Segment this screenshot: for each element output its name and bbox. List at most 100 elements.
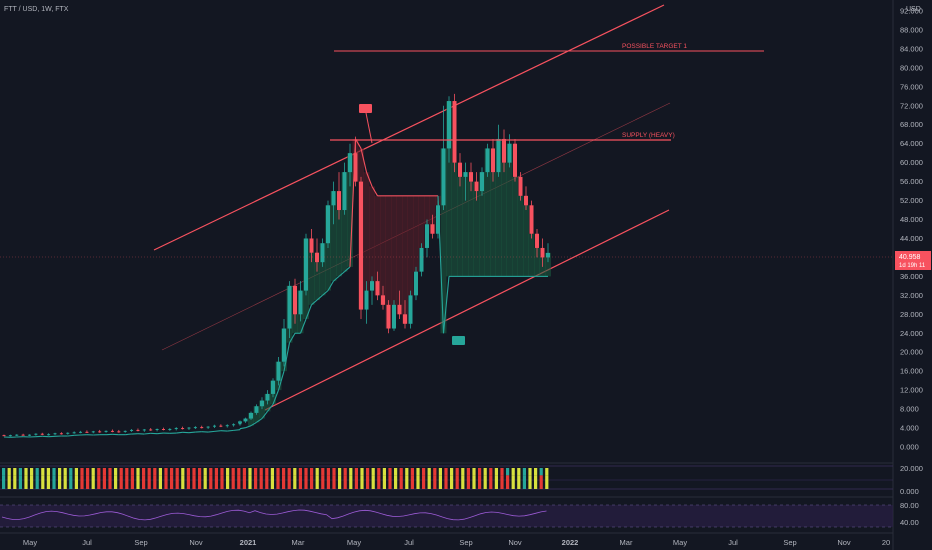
candle-body <box>359 181 363 310</box>
x-tick-label: Nov <box>189 538 203 547</box>
indicator-bar <box>80 475 84 489</box>
candle-body <box>212 425 216 427</box>
time-axis[interactable]: May Jul Sep Nov 2021 Mar May Jul Sep Nov 2022 Mar Ma… <box>23 538 890 547</box>
panel-separators <box>0 0 894 550</box>
x-tick-label: Nov <box>508 538 522 547</box>
indicator-bar <box>119 468 123 476</box>
indicator-bar <box>399 475 403 489</box>
candle-body <box>392 304 396 329</box>
candle-body <box>326 205 330 244</box>
indicator-bar <box>394 468 398 476</box>
candle-body <box>238 421 242 423</box>
candle-body <box>91 431 95 433</box>
candle-body <box>98 431 102 433</box>
trail-line-segment <box>176 431 183 434</box>
indicator-tick-top: 20.000 <box>900 464 923 473</box>
candle-body <box>480 172 484 192</box>
indicator-bar <box>119 475 123 489</box>
indicator-bar <box>461 475 465 489</box>
current-price-value: 40.958 <box>899 254 921 261</box>
trail-fill-segment <box>534 247 540 277</box>
candle-body <box>546 252 550 258</box>
indicator-bar <box>466 475 470 489</box>
indicator-bar <box>97 468 101 476</box>
indicator-bar <box>315 468 319 476</box>
trail-line-segment <box>338 271 345 277</box>
x-tick-label: Mar <box>620 538 633 547</box>
price-countdown: 1d 19h 11 <box>899 263 926 269</box>
candle-body <box>518 176 523 196</box>
candle-body <box>315 252 319 263</box>
rsi-tick-bottom: 40.00 <box>900 518 919 527</box>
indicator-bar <box>545 475 549 489</box>
indicator-bar <box>338 468 342 476</box>
indicator-bar <box>46 475 50 489</box>
trail-fill-segment <box>341 172 348 272</box>
candle-body <box>502 138 506 163</box>
indicator-bar <box>433 475 437 489</box>
candle-body <box>117 431 121 433</box>
channel-upper-line <box>153 4 665 251</box>
trail-fill-segment <box>418 195 425 248</box>
indicator-bar <box>326 468 330 476</box>
signal-markers <box>359 104 465 345</box>
y-tick-label: 0.000 <box>900 443 919 452</box>
indicator-bar <box>114 475 118 489</box>
trail-line-segment <box>67 434 75 437</box>
candle-body <box>430 224 435 234</box>
indicator-bar <box>343 468 347 476</box>
y-tick-label: 88.000 <box>900 25 923 34</box>
indicator-bar <box>220 475 224 489</box>
trail-fill-segment <box>501 162 507 277</box>
trail-fill-segment <box>330 191 337 282</box>
indicator-bar <box>24 468 28 476</box>
indicator-bar <box>209 475 213 489</box>
trail-line-segment <box>371 186 378 197</box>
indicator-bar <box>517 475 521 489</box>
indicator-bar <box>500 468 504 476</box>
candle-body <box>260 400 264 407</box>
candle-body <box>529 205 534 234</box>
indicator-bar <box>153 468 157 476</box>
candle-body <box>181 428 185 430</box>
candle-body <box>21 434 25 436</box>
indicator-bar <box>58 468 62 476</box>
indicator-bar <box>24 475 28 489</box>
trail-line-segment <box>327 280 334 291</box>
y-tick-label: 72.000 <box>900 101 923 110</box>
candle-body <box>370 281 374 291</box>
x-tick-label: 2021 <box>240 538 257 547</box>
y-tick-label: 4.000 <box>900 424 919 433</box>
indicator-bar <box>242 468 246 476</box>
indicator-bar <box>254 468 258 476</box>
indicator-bar <box>388 475 392 489</box>
indicator-bar <box>338 475 342 489</box>
y-tick-label: 76.000 <box>900 82 923 91</box>
candle-body <box>447 101 451 149</box>
trail-line-segment <box>360 148 368 173</box>
indicator-bar <box>242 475 246 489</box>
channel-lower-line <box>264 209 670 411</box>
trail-fill-segment <box>506 143 513 277</box>
candle-body <box>79 431 83 433</box>
x-tick-label: May <box>23 538 37 547</box>
indicator-bar <box>349 468 353 476</box>
trail-line-segment <box>144 432 151 435</box>
indicator-bar <box>494 475 498 489</box>
indicator-bar <box>30 475 34 489</box>
candle-body <box>403 314 407 324</box>
indicator-bar <box>270 468 274 476</box>
indicator-bar <box>450 468 454 476</box>
y-tick-label: 24.000 <box>900 329 923 338</box>
buy-signal-marker <box>452 336 465 345</box>
candle-body <box>249 412 253 419</box>
candle-body <box>513 143 517 177</box>
indicator-bar <box>394 475 398 489</box>
indicator-bar <box>231 468 235 476</box>
trail-line-segment <box>322 290 329 296</box>
indicator-bar <box>214 475 218 489</box>
candle-body <box>168 428 172 430</box>
trail-line-segment <box>442 276 450 334</box>
candle-body <box>419 247 424 272</box>
